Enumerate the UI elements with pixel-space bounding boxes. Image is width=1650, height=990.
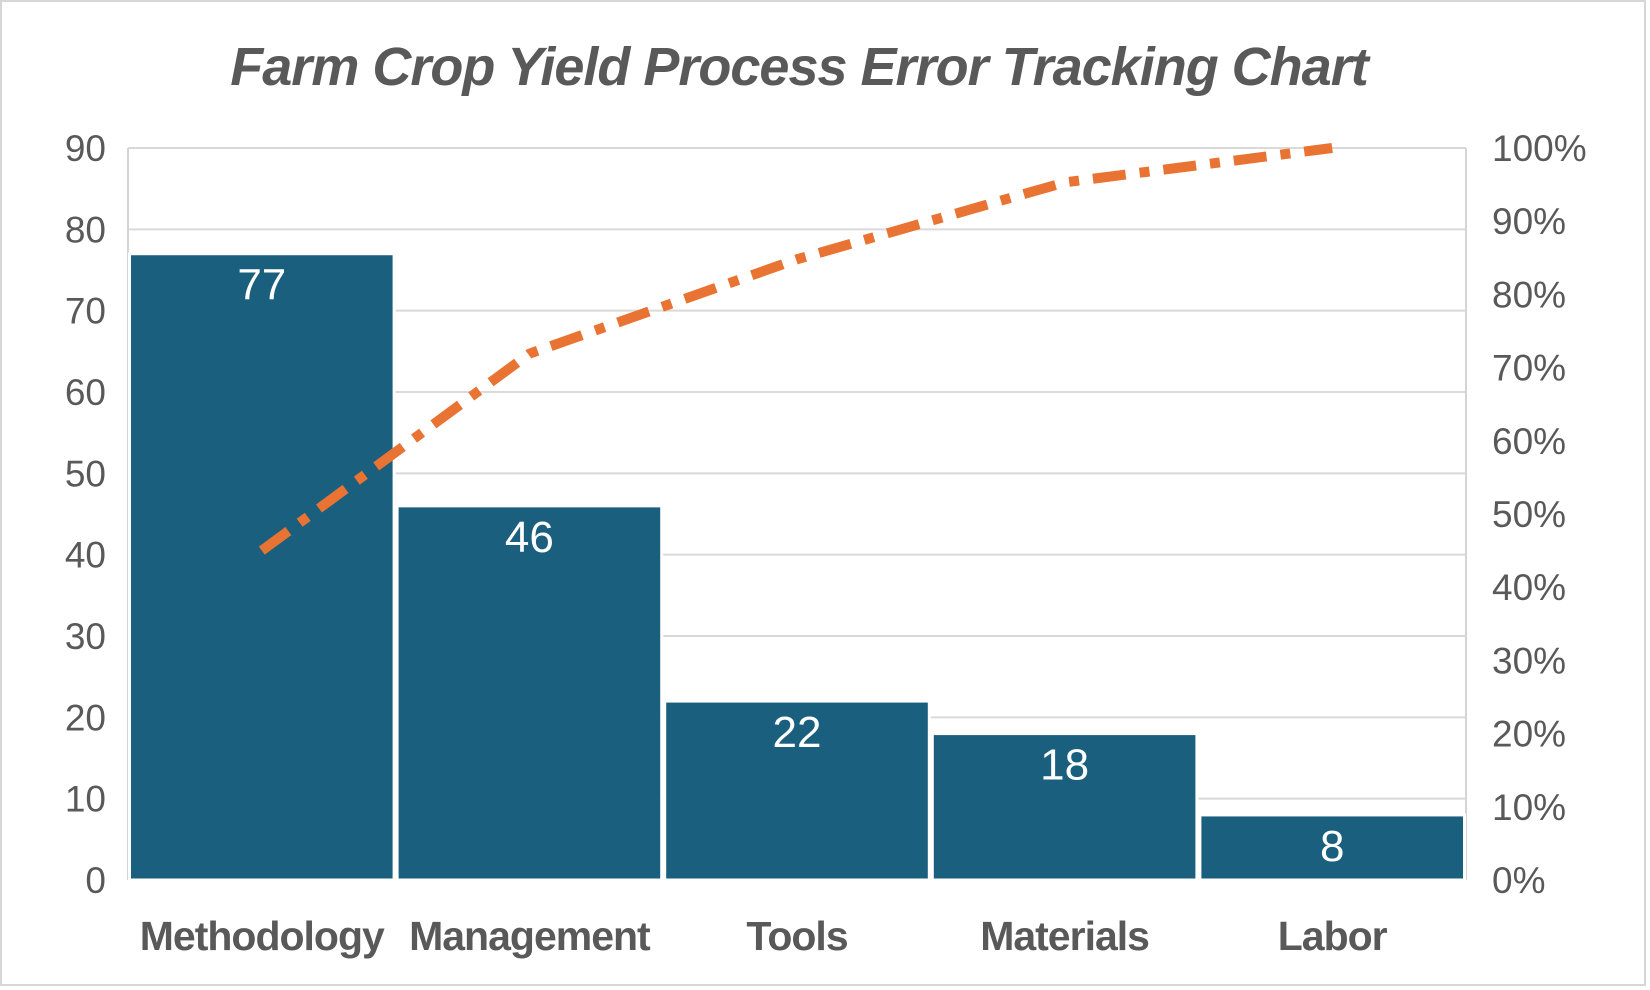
- bar-methodology: [128, 252, 396, 882]
- category-label-tools: Tools: [746, 913, 847, 959]
- right-axis-tick-label: 60%: [1492, 421, 1566, 462]
- bar-materials: [930, 732, 1199, 882]
- left-axis-tick-label: 70: [65, 291, 106, 332]
- left-axis-tick-label: 90: [65, 128, 106, 169]
- left-axis-tick-label: 20: [65, 697, 106, 738]
- cumulative-percent-line: [258, 143, 1333, 555]
- category-label-materials: Materials: [980, 913, 1149, 959]
- left-axis-tick-label: 40: [65, 535, 106, 576]
- bar-labor: [1198, 813, 1467, 882]
- right-axis-tick-label: 50%: [1492, 494, 1566, 535]
- left-axis-tick-label: 10: [65, 779, 106, 820]
- right-axis-tick-label: 40%: [1492, 567, 1566, 608]
- bar-data-label: 46: [505, 513, 554, 562]
- right-axis-tick-label: 0%: [1492, 860, 1545, 901]
- right-axis-tick-label: 70%: [1492, 348, 1566, 389]
- right-axis-tick-label: 30%: [1492, 640, 1566, 681]
- bar-data-label: 77: [237, 261, 286, 310]
- category-label-methodology: Methodology: [140, 913, 385, 959]
- chart-title: Farm Crop Yield Process Error Tracking C…: [230, 37, 1368, 97]
- bar-data-label: 22: [773, 708, 822, 757]
- right-axis-tick-label: 80%: [1492, 274, 1566, 315]
- right-axis-tick-label: 20%: [1492, 714, 1566, 755]
- right-axis-tick-label: 10%: [1492, 787, 1566, 828]
- bar-management: [395, 504, 664, 882]
- right-axis-tick-label: 90%: [1492, 201, 1566, 242]
- bar-data-label: 18: [1040, 741, 1089, 790]
- left-axis-tick-label: 30: [65, 616, 106, 657]
- right-axis-tick-label: 100%: [1492, 128, 1587, 169]
- bar-tools: [663, 699, 931, 882]
- left-axis-tick-label: 80: [65, 209, 106, 250]
- category-label-management: Management: [409, 913, 651, 959]
- bar-data-label: 8: [1320, 822, 1344, 871]
- left-axis-tick-label: 60: [65, 372, 106, 413]
- category-label-labor: Labor: [1278, 913, 1388, 959]
- left-axis-tick-label: 0: [85, 860, 106, 901]
- left-axis-tick-label: 50: [65, 453, 106, 494]
